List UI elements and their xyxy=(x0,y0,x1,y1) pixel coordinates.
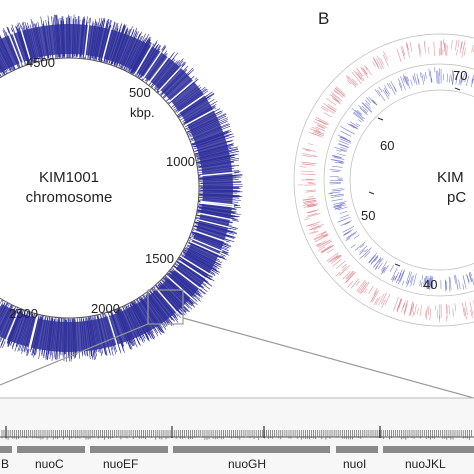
chrom-tick-2000: 2000 xyxy=(91,301,120,316)
plasmid-ring xyxy=(293,33,474,327)
zoom-line-right xyxy=(182,317,474,399)
chrom-tick-500: 500 xyxy=(129,85,151,100)
gene-bar-nuoi xyxy=(336,446,378,453)
plasmid-guide-circle-1 xyxy=(323,63,474,297)
plasmid-tick-60: 60 xyxy=(380,138,394,153)
plasmid-tick-labels: 70 60 50 40 xyxy=(361,68,467,292)
zoom-box xyxy=(147,289,184,325)
gene-track-ticks xyxy=(0,426,474,440)
zoom-line-left xyxy=(0,323,149,386)
plasmid-tick-40: 40 xyxy=(423,277,437,292)
chromosome-tick-marks: 4500 500 kbp. 1000 1500 2000 2500 xyxy=(9,55,195,321)
chromosome-inner-circle xyxy=(0,57,200,319)
gene-bar-nuojkl xyxy=(383,446,474,453)
plasmid-tick-mark-3 xyxy=(454,87,461,91)
chrom-tick-4500: 4500 xyxy=(26,55,55,70)
gene-bar-b xyxy=(0,446,12,453)
gene-bar-nuoef xyxy=(90,446,168,453)
gene-track: B nuoC nuoEF nuoGH nuoI nuoJKL xyxy=(0,397,474,474)
gene-label-nuoef: nuoEF xyxy=(103,457,138,471)
chromosome-name-line1: KIM1001 xyxy=(39,169,99,186)
plasmid-tick-mark-1 xyxy=(368,191,375,195)
plasmid-tick-70: 70 xyxy=(453,68,467,83)
gene-label-b: B xyxy=(1,457,9,471)
chrom-tick-1500: 1500 xyxy=(145,251,174,266)
plasmid-name-line1: KIM xyxy=(437,169,464,186)
gene-label-nuoi: nuoI xyxy=(343,457,366,471)
gene-tick-lines xyxy=(1,430,472,440)
panel-b-label: B xyxy=(318,9,329,28)
gene-bar-nuogh xyxy=(173,446,330,453)
chromosome-ring-gaps xyxy=(0,23,235,350)
plasmid-outer-band xyxy=(298,39,474,323)
gene-track-box xyxy=(0,398,474,474)
plasmid-guide-circle-2 xyxy=(349,89,474,271)
chromosome-ring xyxy=(0,14,243,362)
gene-label-nuoc: nuoC xyxy=(35,457,64,471)
plasmid-guide-circle-0 xyxy=(293,33,474,327)
plasmid-inner-band xyxy=(328,67,474,292)
chrom-tick-2500: 2500 xyxy=(9,306,38,321)
gene-label-nuojkl: nuoJKL xyxy=(405,457,446,471)
plasmid-tick-50: 50 xyxy=(361,208,375,223)
plasmid-name-line2: pC xyxy=(447,189,466,206)
chromosome-ring-lines xyxy=(0,14,243,362)
chrom-unit-label: kbp. xyxy=(130,105,155,120)
chrom-tick-1000: 1000 xyxy=(166,154,195,169)
plasmid-tick-mark-2 xyxy=(394,263,401,267)
chromosome-name-line2: chromosome xyxy=(26,189,113,206)
plasmid-tick-mark-0 xyxy=(377,117,384,121)
gene-label-nuogh: nuoGH xyxy=(228,457,266,471)
gene-bar-nuoc xyxy=(17,446,85,453)
